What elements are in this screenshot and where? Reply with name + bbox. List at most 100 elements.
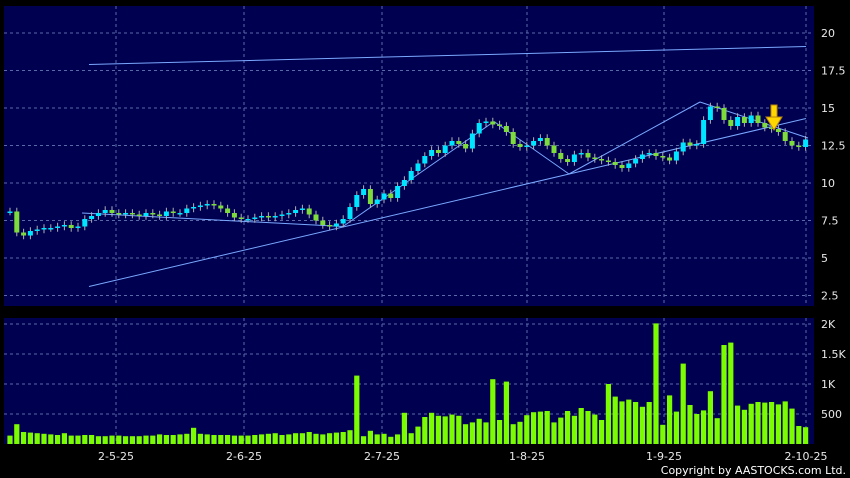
volume-bar: [524, 415, 530, 444]
candle-body: [163, 211, 169, 216]
volume-bar: [558, 417, 564, 444]
candle-body: [150, 213, 156, 215]
candle-body: [537, 138, 543, 141]
trendline: [88, 118, 807, 287]
candle-body: [136, 214, 142, 216]
volume-bar: [775, 404, 781, 444]
candle-body: [177, 213, 183, 215]
volume-bar: [354, 375, 360, 444]
candle-body: [612, 162, 618, 165]
candle-body: [701, 120, 707, 144]
x-axis: 2-5-25 2-6-25 2-7-25 1-8-25 1-9-25 2-10-25: [98, 450, 827, 463]
candle-body: [272, 216, 278, 218]
candle-body: [592, 157, 598, 159]
x-tick-label: 1-8-25: [509, 450, 545, 463]
volume-bar: [388, 436, 394, 444]
volume-bar: [184, 433, 190, 444]
candle-body: [231, 213, 237, 218]
candle-body: [245, 219, 251, 221]
candle-body: [286, 213, 292, 215]
candle-body: [381, 193, 387, 200]
candle-body: [102, 210, 108, 213]
volume-bar: [129, 436, 135, 444]
volume-bar: [442, 416, 448, 444]
candle-body: [748, 115, 754, 123]
volume-bar: [469, 422, 475, 444]
volume-bar: [769, 402, 775, 444]
volume-bar: [367, 430, 373, 444]
volume-bar: [197, 433, 203, 444]
volume-bar: [707, 391, 713, 444]
candle-body: [626, 163, 632, 168]
candle-body: [265, 216, 271, 218]
volume-bar: [578, 408, 584, 444]
candle-body: [796, 145, 802, 147]
volume-bar: [585, 411, 591, 444]
candle-body: [782, 132, 788, 141]
candle-body: [41, 228, 47, 230]
candle-body: [89, 216, 95, 219]
candle-body: [599, 159, 605, 161]
volume-bar: [456, 415, 462, 444]
price-gridlines: [4, 6, 814, 306]
candle-body: [463, 144, 469, 149]
volume-bars: [7, 323, 809, 444]
volume-bar: [544, 411, 550, 444]
candle-body: [347, 207, 353, 219]
candle-body: [490, 121, 496, 125]
volume-bar: [551, 422, 557, 444]
candle-body: [510, 132, 516, 144]
candle-body: [279, 214, 285, 216]
volume-bar: [429, 412, 435, 444]
volume-bar: [238, 435, 244, 444]
candle-body: [435, 150, 441, 153]
candle-body: [680, 142, 686, 152]
candle-body: [544, 138, 550, 146]
volume-bar: [265, 433, 271, 444]
price-y-tick-label: 17.5: [821, 65, 846, 78]
candle-body: [123, 213, 129, 215]
candle-body: [61, 225, 67, 227]
candle-body: [422, 156, 428, 164]
volume-bar: [517, 421, 523, 444]
candle-body: [735, 117, 741, 126]
candle-body: [75, 226, 81, 228]
candle-body: [68, 225, 74, 228]
down-arrow-icon: [765, 104, 783, 131]
volume-bar: [694, 414, 700, 444]
candle-body: [401, 180, 407, 186]
candle-body: [667, 157, 673, 161]
candle-body: [524, 145, 530, 147]
candle-body: [320, 220, 326, 225]
volume-bar: [408, 433, 414, 444]
candle-body: [497, 124, 503, 126]
candle-body: [619, 165, 625, 168]
x-tick-label: 2-6-25: [226, 450, 262, 463]
candle-body: [157, 214, 163, 216]
volume-bar: [422, 417, 428, 444]
volume-bar: [415, 426, 421, 444]
volume-bar: [211, 435, 217, 444]
copyright-text: Copyright by AASTOCKS.com Ltd.: [661, 464, 846, 477]
candle-body: [646, 153, 652, 155]
candle-body: [306, 208, 312, 215]
candle-body: [225, 208, 231, 213]
candle-body: [313, 214, 319, 221]
volume-bar: [687, 405, 693, 444]
volume-bar: [55, 435, 61, 444]
candle-body: [116, 213, 122, 215]
candle-body: [333, 223, 339, 227]
volume-bar: [157, 434, 163, 444]
volume-bar: [21, 432, 27, 444]
candle-body: [48, 228, 54, 230]
candle-body: [388, 193, 394, 198]
volume-bar: [231, 435, 237, 444]
candle-body: [184, 208, 190, 213]
candle-body: [660, 156, 666, 158]
candle-body: [707, 106, 713, 120]
volume-bar: [177, 434, 183, 444]
volume-bar: [497, 420, 503, 444]
price-y-axis: 2.5 5 7.5 10 12.5 15 17.5 20: [821, 27, 846, 303]
x-tick-label: 2-5-25: [98, 450, 134, 463]
volume-bar: [75, 435, 81, 444]
